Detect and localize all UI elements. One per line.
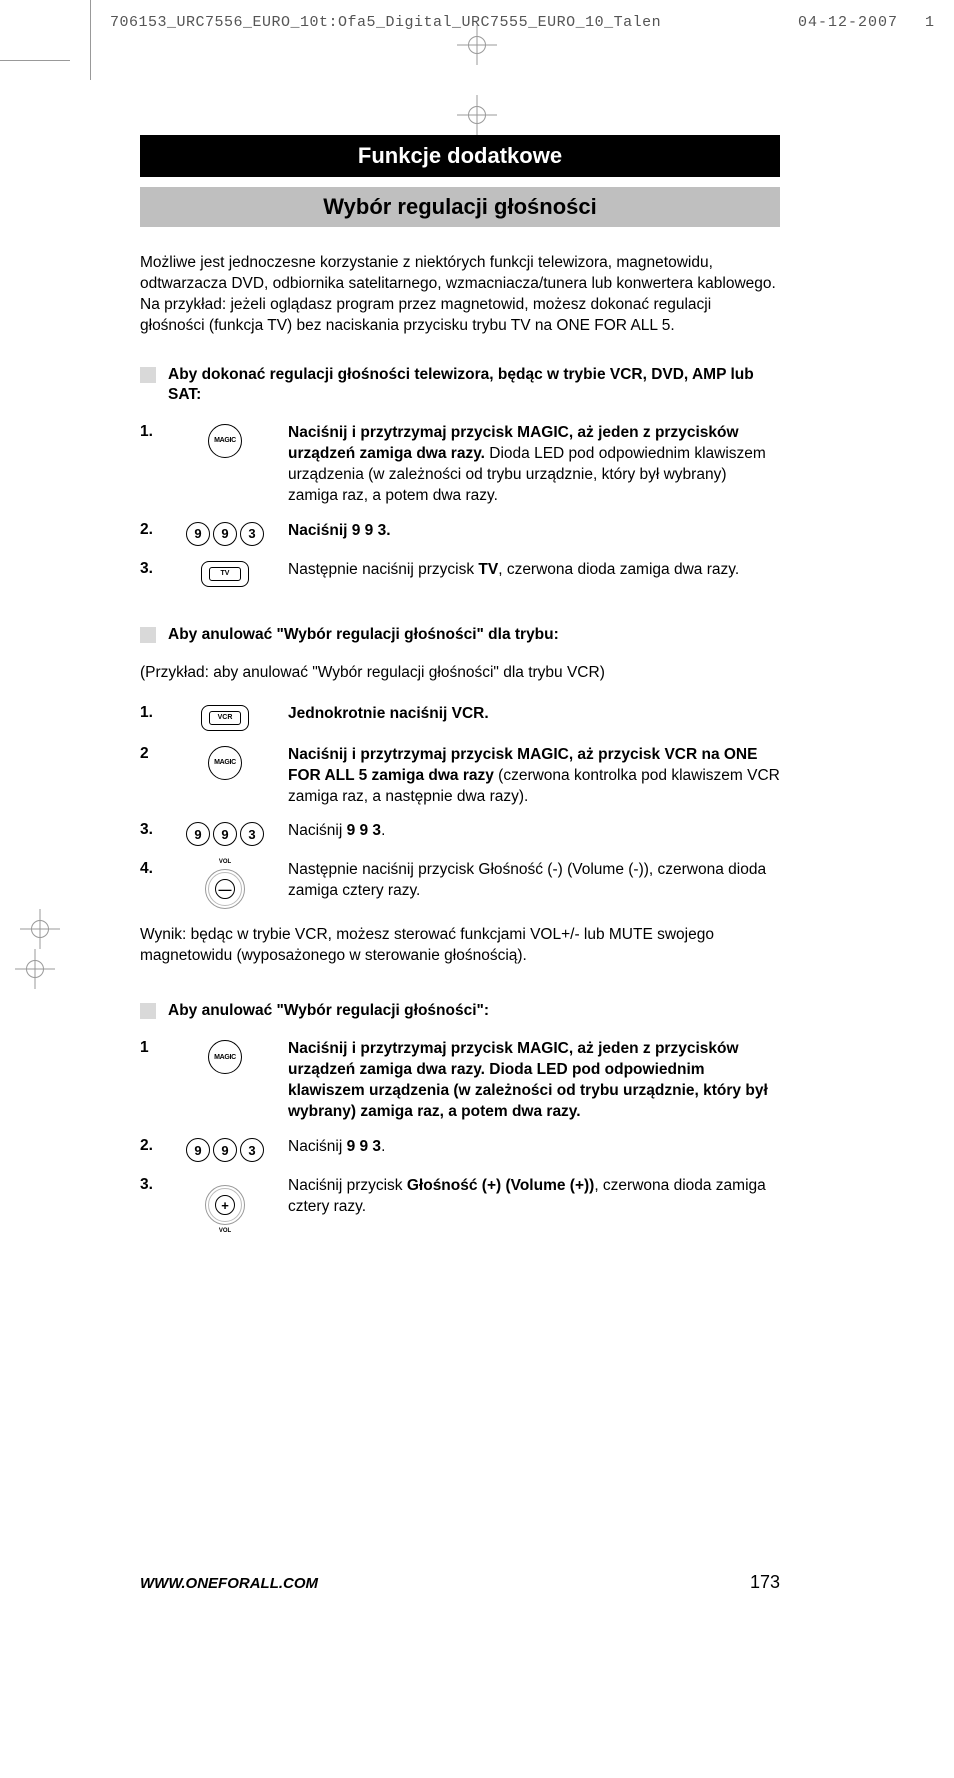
- registration-mark-icon: [457, 95, 497, 135]
- tv-button-icon: TV: [180, 560, 270, 587]
- subheading-b: Aby anulować "Wybór regulacji głośności"…: [140, 625, 780, 645]
- header-right: 04-12-2007 1: [798, 14, 934, 31]
- step-a1: 1. MAGIC Naciśnij i przytrzymaj przycisk…: [140, 423, 780, 507]
- intro-paragraph: Możliwe jest jednoczesne korzystanie z n…: [140, 253, 780, 337]
- step-b3: 3. 9 9 3 Naciśnij 9 9 3.: [140, 821, 780, 846]
- section-title-main: Funkcje dodatkowe: [140, 135, 780, 177]
- bullet-square-icon: [140, 627, 156, 643]
- magic-button-icon: MAGIC: [180, 423, 270, 458]
- result-text: Wynik: będąc w trybie VCR, możesz sterow…: [140, 925, 780, 967]
- page-footer: WWW.ONEFORALL.COM 173: [140, 1572, 780, 1593]
- section-title-sub: Wybór regulacji głośności: [140, 187, 780, 227]
- registration-mark-icon: [20, 909, 60, 949]
- page-content: Funkcje dodatkowe Wybór regulacji głośno…: [140, 135, 780, 1239]
- crop-mark: [0, 60, 70, 61]
- header-filename: 706153_URC7556_EURO_10t:Ofa5_Digital_URC…: [110, 14, 661, 31]
- registration-mark-icon: [15, 949, 55, 989]
- step-b2: 2 MAGIC Naciśnij i przytrzymaj przycisk …: [140, 745, 780, 808]
- step-b4: 4. VOL — Następnie naciśnij przycisk Gło…: [140, 860, 780, 909]
- step-c3: 3. + VOL Naciśnij przycisk Głośność (+) …: [140, 1176, 780, 1225]
- bullet-square-icon: [140, 1003, 156, 1019]
- digits-993-icon: 9 9 3: [180, 821, 270, 846]
- page-number: 173: [750, 1572, 780, 1593]
- step-c2: 2. 9 9 3 Naciśnij 9 9 3.: [140, 1137, 780, 1162]
- step-a3: 3. TV Następnie naciśnij przycisk TV, cz…: [140, 560, 780, 587]
- subheading-a: Aby dokonać regulacji głośności telewizo…: [140, 365, 780, 405]
- bullet-square-icon: [140, 367, 156, 383]
- step-b1: 1. VCR Jednokrotnie naciśnij VCR.: [140, 704, 780, 731]
- magic-button-icon: MAGIC: [180, 745, 270, 780]
- vcr-button-icon: VCR: [180, 704, 270, 731]
- crop-mark: [90, 0, 91, 80]
- volume-plus-icon: + VOL: [180, 1176, 270, 1225]
- digits-993-icon: 9 9 3: [180, 521, 270, 546]
- print-header: 706153_URC7556_EURO_10t:Ofa5_Digital_URC…: [110, 14, 934, 31]
- magic-button-icon: MAGIC: [180, 1039, 270, 1074]
- digits-993-icon: 9 9 3: [180, 1137, 270, 1162]
- footer-url: WWW.ONEFORALL.COM: [140, 1575, 318, 1592]
- step-c1: 1 MAGIC Naciśnij i przytrzymaj przycisk …: [140, 1039, 780, 1123]
- example-text: (Przykład: aby anulować "Wybór regulacji…: [140, 663, 780, 684]
- subheading-c: Aby anulować "Wybór regulacji głośności"…: [140, 1001, 780, 1021]
- step-a2: 2. 9 9 3 Naciśnij 9 9 3.: [140, 521, 780, 546]
- volume-minus-icon: VOL —: [180, 860, 270, 909]
- registration-mark-icon: [457, 25, 497, 65]
